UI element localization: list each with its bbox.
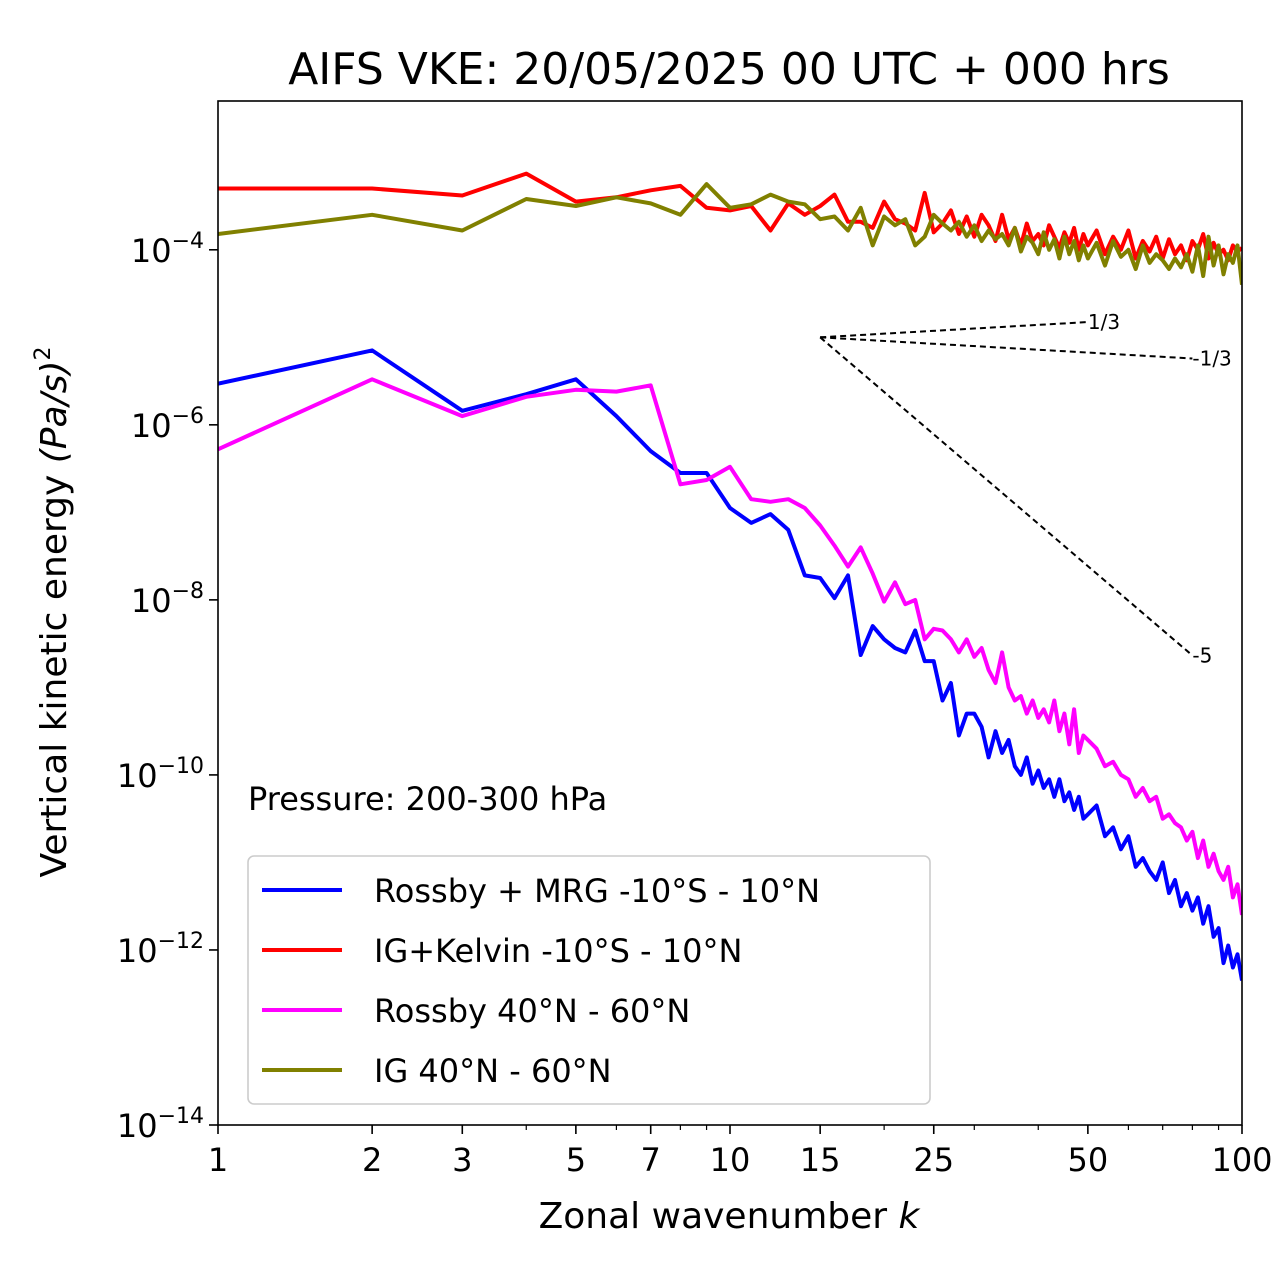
series-line-1 xyxy=(218,348,1242,981)
y-tick-label: 10−14 xyxy=(117,1104,204,1145)
y-tick-exp: −8 xyxy=(172,579,204,604)
y-axis-label-exp: 2 xyxy=(31,346,56,360)
y-tick-label: 10−6 xyxy=(131,404,204,445)
y-tick-exp: −10 xyxy=(158,754,204,779)
x-tick-label: 50 xyxy=(1068,1141,1109,1179)
y-axis-label-text: Vertical kinetic energy xyxy=(34,475,75,878)
legend-items: Rossby + MRG -10°S - 10°N IG+Kelvin -10°S… xyxy=(262,872,820,1090)
y-tick-base: 10 xyxy=(131,232,172,270)
legend-label-2: IG+Kelvin -10°S - 10°N xyxy=(374,932,742,970)
series-line-4 xyxy=(218,182,1242,286)
x-tick-label: 15 xyxy=(800,1141,841,1179)
y-tick-label: 10−8 xyxy=(131,579,204,620)
y-tick-label: 10−10 xyxy=(117,754,204,795)
x-tick-label: 7 xyxy=(641,1141,661,1179)
x-tick-label: 10 xyxy=(710,1141,751,1179)
x-tick-label: 1 xyxy=(208,1141,228,1179)
legend-box xyxy=(247,855,931,1105)
series-line-2 xyxy=(218,171,1242,263)
y-tick-base: 10 xyxy=(131,407,172,445)
chart-title: AIFS VKE: 20/05/2025 00 UTC + 000 hrs xyxy=(288,44,1170,95)
y-tick-base: 10 xyxy=(117,932,158,970)
legend-label-3: Rossby 40°N - 60°N xyxy=(374,992,690,1030)
x-tick-label: 100 xyxy=(1211,1141,1272,1179)
x-tick-label: 2 xyxy=(362,1141,382,1179)
slope-line-3 xyxy=(819,336,1194,657)
x-axis-ticks: 1 2 3 5 7 10 15 25 50 100 xyxy=(208,1125,1273,1179)
y-axis-label-unit: (Pa/s) xyxy=(34,360,75,463)
x-tick-label: 25 xyxy=(913,1141,954,1179)
slope-label-3: -5 xyxy=(1192,643,1212,667)
slope-label-1: 1/3 xyxy=(1088,310,1120,334)
x-axis-label: Zonal wavenumber k xyxy=(539,1196,922,1237)
slope-line-1 xyxy=(820,321,1088,339)
y-tick-exp: −6 xyxy=(172,404,204,429)
y-tick-label: 10−4 xyxy=(131,229,204,270)
x-tick-label: 5 xyxy=(566,1141,586,1179)
pressure-annotation: Pressure: 200-300 hPa xyxy=(248,780,607,818)
y-axis-label: Vertical kinetic energy (Pa/s)2 xyxy=(31,346,75,877)
y-tick-base: 10 xyxy=(117,757,158,795)
series-layer xyxy=(218,171,1242,981)
x-axis-label-text: Zonal wavenumber xyxy=(539,1196,888,1237)
slope-line-2 xyxy=(820,336,1193,360)
legend-label-1: Rossby + MRG -10°S - 10°N xyxy=(374,872,820,910)
x-axis-label-var: k xyxy=(899,1196,922,1237)
y-tick-base: 10 xyxy=(131,582,172,620)
y-tick-exp: −4 xyxy=(172,229,204,254)
slope-label-2: -1/3 xyxy=(1192,347,1231,371)
y-tick-exp: −14 xyxy=(158,1104,204,1129)
y-tick-exp: −12 xyxy=(158,929,204,954)
x-tick-label: 3 xyxy=(452,1141,472,1179)
legend-label-4: IG 40°N - 60°N xyxy=(374,1052,612,1090)
reference-slopes: 1/3 -1/3 -5 xyxy=(819,310,1232,667)
series-line-3 xyxy=(218,377,1242,916)
y-tick-base: 10 xyxy=(117,1107,158,1145)
legend: Rossby + MRG -10°S - 10°N IG+Kelvin -10°S… xyxy=(247,855,931,1105)
y-tick-label: 10−12 xyxy=(117,929,204,970)
